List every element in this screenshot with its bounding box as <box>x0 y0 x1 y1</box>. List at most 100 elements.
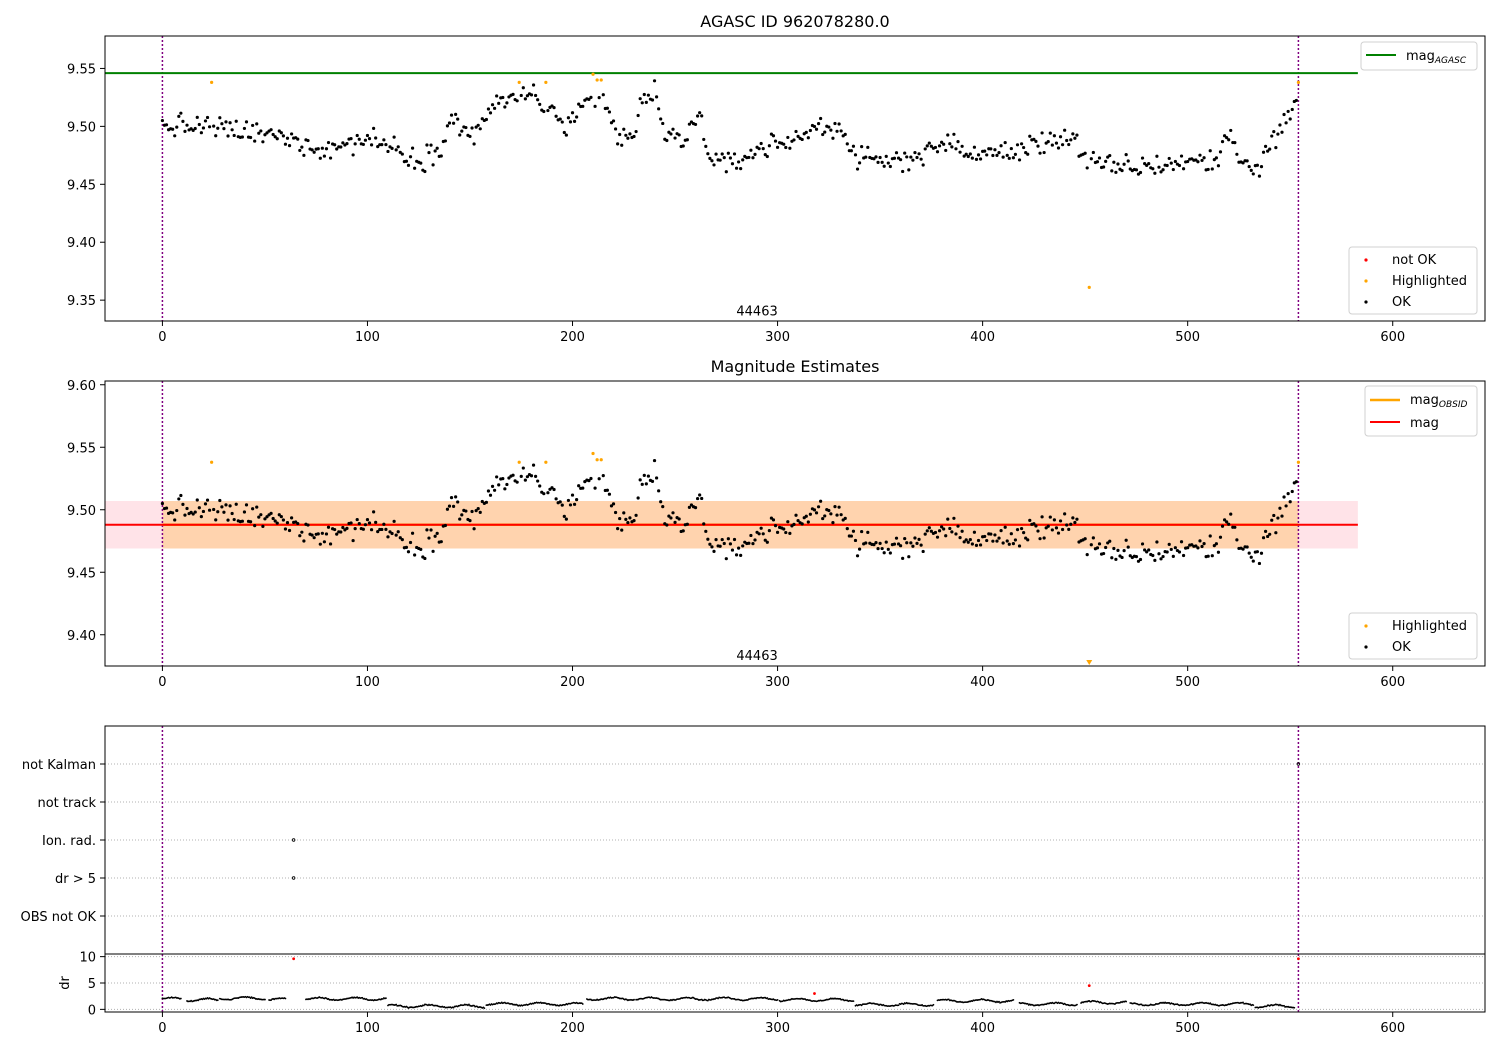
ok-point <box>577 484 581 488</box>
ok-point <box>646 474 650 478</box>
ok-point <box>503 487 507 491</box>
ok-point <box>685 522 689 526</box>
ok-point <box>1075 133 1079 137</box>
ok-point <box>1007 542 1011 546</box>
ok-point <box>876 160 880 164</box>
ok-point <box>696 114 700 118</box>
ok-point <box>369 528 374 532</box>
ok-point <box>1282 112 1286 117</box>
ok-point <box>423 556 427 561</box>
ok-point <box>720 152 724 156</box>
ok-point <box>1255 550 1259 554</box>
ok-point <box>454 112 458 117</box>
ok-point <box>796 134 800 139</box>
ok-point <box>279 131 283 135</box>
ok-point <box>1069 138 1073 142</box>
ok-point <box>714 538 718 542</box>
ok-point <box>618 132 622 137</box>
ok-point <box>978 543 983 547</box>
ok-point <box>486 489 491 493</box>
ok-point <box>341 141 345 145</box>
ok-point <box>218 498 222 503</box>
ok-point <box>661 504 665 509</box>
ok-point <box>1216 550 1221 554</box>
ok-point <box>673 520 677 524</box>
ok-point <box>812 508 817 512</box>
ok-point <box>310 148 314 152</box>
ok-point <box>1157 552 1161 556</box>
ok-point <box>1114 557 1118 561</box>
ok-point <box>601 93 605 97</box>
ok-point <box>365 518 370 522</box>
ok-point <box>669 516 673 520</box>
ok-point <box>710 159 714 163</box>
dr-point <box>216 999 219 1002</box>
ok-point <box>431 163 435 167</box>
ok-point <box>872 543 876 547</box>
ok-point <box>394 148 398 152</box>
ok-point <box>935 150 940 154</box>
ok-point <box>796 518 800 523</box>
ok-point <box>468 134 472 139</box>
ok-point <box>318 156 322 160</box>
ok-point <box>956 139 960 144</box>
ok-point <box>214 134 218 138</box>
ok-point <box>495 475 499 479</box>
ok-point <box>410 531 415 535</box>
ok-point <box>1050 528 1054 532</box>
ok-point <box>160 501 165 506</box>
ok-point <box>298 534 302 538</box>
ok-point <box>892 542 897 546</box>
ok-point <box>511 92 515 96</box>
ok-point <box>531 463 536 467</box>
ok-point <box>700 496 704 501</box>
ok-point <box>349 137 353 141</box>
dr-point <box>1012 999 1015 1001</box>
x-tick-label: 300 <box>765 675 790 690</box>
ok-point <box>773 139 778 143</box>
ok-point <box>351 153 355 157</box>
ok-point <box>698 111 702 115</box>
ok-point <box>369 143 374 147</box>
ok-point <box>1270 134 1274 138</box>
ok-point <box>665 138 669 143</box>
ok-point <box>542 109 546 114</box>
flag-label: not Kalman <box>22 758 96 773</box>
ok-point <box>1225 135 1229 140</box>
ok-point <box>601 473 605 478</box>
ok-point <box>1060 143 1065 147</box>
ok-point <box>976 538 981 543</box>
ok-point <box>427 536 431 540</box>
ok-point <box>970 542 974 546</box>
ok-point <box>587 479 591 483</box>
ok-point <box>271 516 275 521</box>
ok-point <box>384 527 388 532</box>
legend-mag-obsid-sub: OBSID <box>1439 400 1468 410</box>
panel-agasc-title: AGASC ID 962078280.0 <box>700 12 889 31</box>
ok-point <box>839 513 843 517</box>
ok-point <box>1071 516 1075 520</box>
ok-point <box>1050 143 1054 147</box>
ok-point <box>1196 546 1200 550</box>
ok-point <box>1048 515 1052 519</box>
ok-point <box>642 92 646 97</box>
y-tick-label: 9.50 <box>67 120 96 135</box>
ok-point <box>460 513 464 517</box>
ok-point <box>751 156 755 160</box>
ok-point <box>316 147 320 151</box>
highlighted-point <box>599 458 603 462</box>
ok-point <box>203 119 208 123</box>
ok-point <box>819 116 823 121</box>
ok-point <box>702 522 706 526</box>
ok-point <box>767 529 771 533</box>
ok-point <box>1091 150 1095 155</box>
ok-point <box>753 538 757 542</box>
ok-point <box>616 527 620 531</box>
offscale-highlighted-marker <box>1086 660 1093 665</box>
ok-point <box>488 111 493 115</box>
ok-point <box>905 155 909 159</box>
ok-point <box>1097 156 1102 160</box>
ok-point <box>207 125 212 129</box>
ok-point <box>767 144 771 148</box>
